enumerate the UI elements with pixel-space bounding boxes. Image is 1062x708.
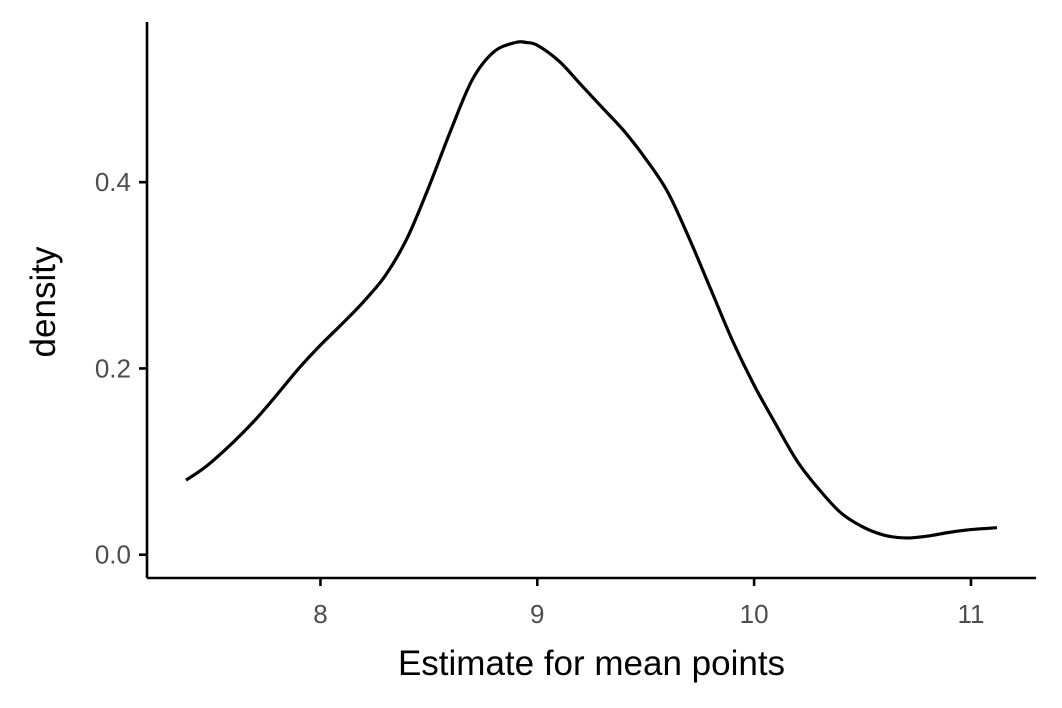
x-tick-label: 8: [313, 599, 327, 629]
x-tick-label: 10: [740, 599, 769, 629]
y-ticks: 0.0 0.2 0.4: [95, 167, 147, 570]
x-tick-label: 9: [530, 599, 544, 629]
y-axis-title: density: [24, 246, 63, 357]
x-ticks: 8 9 10 11: [313, 578, 984, 629]
y-tick-label: 0.0: [95, 540, 131, 570]
density-curve: [185, 40, 998, 540]
x-axis-title: Estimate for mean points: [398, 644, 785, 683]
y-tick-label: 0.4: [95, 167, 131, 197]
y-tick-label: 0.2: [95, 353, 131, 383]
x-tick-label: 11: [957, 599, 984, 629]
